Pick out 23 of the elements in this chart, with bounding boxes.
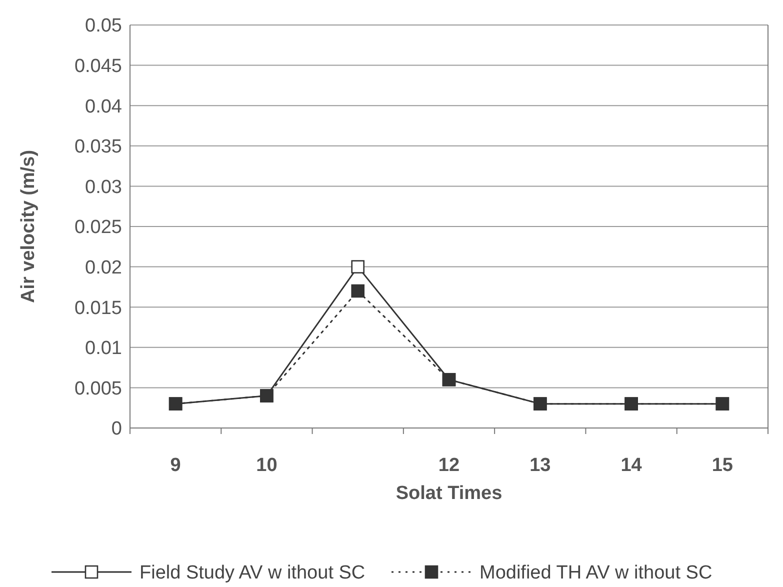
x-tick-label: 14 <box>620 455 642 476</box>
legend-label: Modified TH AV w ithout SC <box>480 562 712 584</box>
point <box>351 260 365 274</box>
x-tick-label: 9 <box>170 455 181 476</box>
y-tick-label: 0 <box>111 418 122 440</box>
y-tick-label: 0.035 <box>74 136 122 158</box>
y-tick-label: 0.015 <box>74 298 122 319</box>
x-tick-label: 13 <box>530 455 551 476</box>
legend-label: Field Study AV w ithout SC <box>140 562 366 584</box>
x-axis-title: Solat Times <box>396 483 502 504</box>
y-tick-label: 0.045 <box>74 56 122 77</box>
y-tick-label: 0.025 <box>74 217 122 238</box>
point <box>351 284 365 298</box>
x-tick-label: 15 <box>712 455 734 476</box>
y-tick-label: 0.005 <box>74 378 122 400</box>
y-tick-label: 0.01 <box>85 338 122 360</box>
y-axis-title: Air velocity (m/s) <box>18 150 39 304</box>
x-tick-label: 12 <box>438 455 460 476</box>
y-tick-label: 0.02 <box>85 257 122 278</box>
x-tick-label: 10 <box>256 455 278 476</box>
y-tick-label: 0.05 <box>85 16 122 37</box>
y-tick-label: 0.04 <box>85 96 122 118</box>
y-tick-label: 0.03 <box>85 176 122 198</box>
